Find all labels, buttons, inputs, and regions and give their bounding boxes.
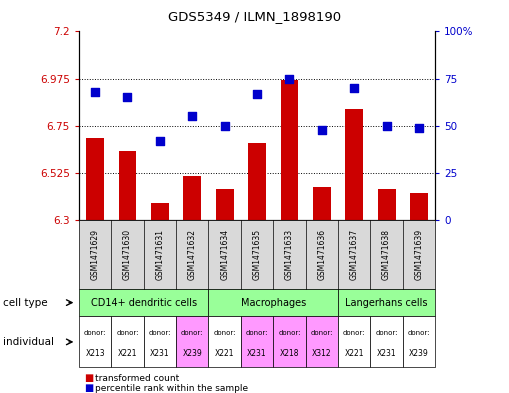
- Bar: [378, 189, 395, 220]
- Text: GSM1471639: GSM1471639: [414, 229, 423, 280]
- Point: [188, 113, 196, 119]
- Bar: [248, 143, 266, 220]
- Text: X231: X231: [247, 349, 267, 358]
- Text: X231: X231: [377, 349, 397, 358]
- Text: GSM1471632: GSM1471632: [188, 229, 197, 280]
- Text: X213: X213: [86, 349, 105, 358]
- Text: Macrophages: Macrophages: [241, 298, 306, 308]
- Text: donor:: donor:: [310, 330, 333, 336]
- Point: [383, 123, 391, 129]
- Point: [156, 138, 164, 144]
- Point: [318, 127, 326, 133]
- Text: GDS5349 / ILMN_1898190: GDS5349 / ILMN_1898190: [168, 10, 341, 23]
- Text: percentile rank within the sample: percentile rank within the sample: [95, 384, 248, 393]
- Point: [415, 125, 423, 131]
- Text: X218: X218: [279, 349, 299, 358]
- Text: Langerhans cells: Langerhans cells: [346, 298, 428, 308]
- Text: GSM1471635: GSM1471635: [252, 229, 262, 280]
- Text: donor:: donor:: [116, 330, 139, 336]
- Bar: [345, 109, 363, 220]
- Bar: [151, 203, 169, 220]
- Bar: [183, 176, 201, 220]
- Bar: [216, 189, 234, 220]
- Point: [286, 75, 294, 82]
- Text: GSM1471636: GSM1471636: [317, 229, 326, 280]
- Text: X239: X239: [409, 349, 429, 358]
- Bar: [410, 193, 428, 220]
- Text: donor:: donor:: [278, 330, 301, 336]
- Text: GSM1471638: GSM1471638: [382, 229, 391, 280]
- Text: GSM1471630: GSM1471630: [123, 229, 132, 280]
- Text: GSM1471637: GSM1471637: [350, 229, 359, 280]
- Text: donor:: donor:: [149, 330, 171, 336]
- Text: X221: X221: [215, 349, 235, 358]
- Text: X239: X239: [182, 349, 202, 358]
- Bar: [86, 138, 104, 220]
- Point: [253, 90, 261, 97]
- Bar: [119, 151, 136, 220]
- Text: GSM1471629: GSM1471629: [91, 229, 100, 280]
- Point: [91, 89, 99, 95]
- Bar: [313, 187, 331, 220]
- Point: [220, 123, 229, 129]
- Text: X312: X312: [312, 349, 332, 358]
- Text: cell type: cell type: [3, 298, 47, 308]
- Text: ■: ■: [84, 383, 93, 393]
- Text: donor:: donor:: [181, 330, 204, 336]
- Text: CD14+ dendritic cells: CD14+ dendritic cells: [91, 298, 197, 308]
- Point: [123, 94, 131, 101]
- Point: [350, 85, 358, 91]
- Bar: [280, 80, 298, 220]
- Text: X221: X221: [118, 349, 137, 358]
- Text: donor:: donor:: [343, 330, 365, 336]
- Text: donor:: donor:: [84, 330, 106, 336]
- Text: ■: ■: [84, 373, 93, 383]
- Text: GSM1471631: GSM1471631: [155, 229, 164, 280]
- Text: GSM1471634: GSM1471634: [220, 229, 229, 280]
- Text: transformed count: transformed count: [95, 374, 180, 382]
- Text: individual: individual: [3, 337, 53, 347]
- Text: donor:: donor:: [408, 330, 430, 336]
- Text: GSM1471633: GSM1471633: [285, 229, 294, 280]
- Text: donor:: donor:: [246, 330, 268, 336]
- Text: donor:: donor:: [213, 330, 236, 336]
- Text: donor:: donor:: [375, 330, 398, 336]
- Text: X231: X231: [150, 349, 169, 358]
- Text: X221: X221: [345, 349, 364, 358]
